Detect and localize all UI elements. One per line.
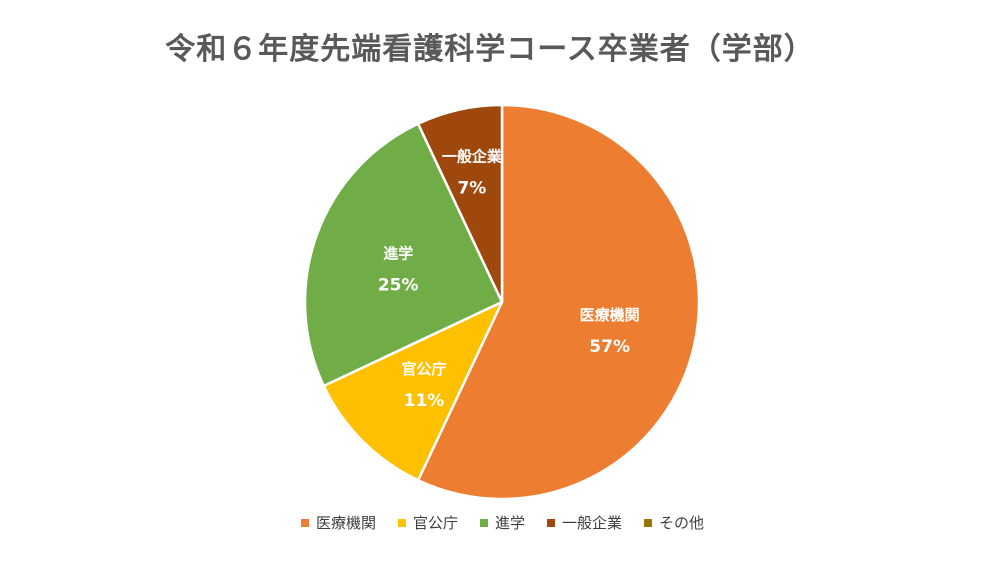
- legend-item-sonota: その他: [644, 512, 704, 533]
- chart-title: 令和６年度先端看護科学コース卒業者（学部）: [165, 32, 815, 67]
- legend-item-iryo: 医療機関: [300, 512, 376, 533]
- legend-swatch-shingaku: [479, 518, 488, 527]
- legend-swatch-kankocho: [397, 518, 406, 527]
- legend-item-shingaku: 進学: [479, 512, 525, 533]
- legend-label-sonota: その他: [659, 514, 705, 532]
- slice-percent-label-shingaku: 25%: [378, 276, 419, 296]
- slice-percent-label-iryo: 57%: [589, 337, 630, 357]
- legend-item-kankocho: 官公庁: [397, 512, 458, 533]
- slice-percent-label-kankocho: 11%: [404, 391, 445, 411]
- pie-slice-shingaku: [303, 122, 504, 388]
- legend-label-ippan-kigyo: 一般企業: [562, 514, 623, 532]
- slice-category-label-iryo: 医療機関: [580, 306, 640, 324]
- legend-swatch-ippan-kigyo: [547, 518, 555, 527]
- slice-percent-label-ippan-kigyo: 7%: [457, 178, 486, 198]
- pie-slice-kankocho: [322, 300, 504, 482]
- slice-category-label-shingaku: 進学: [383, 245, 413, 263]
- slice-category-label-kankocho: 官公庁: [401, 360, 446, 378]
- pie-slice-ippan-kigyo: [416, 103, 504, 304]
- legend-label-shingaku: 進学: [494, 514, 525, 532]
- legend-item-ippan-kigyo: 一般企業: [547, 512, 622, 533]
- pie-slice-iryo: [416, 103, 701, 501]
- legend: 医療機関 官公庁 進学 一般企業 その他: [0, 512, 1005, 533]
- legend-swatch-iryo: [300, 518, 309, 527]
- slice-category-label-ippan-kigyo: 一般企業: [442, 147, 503, 165]
- legend-label-kankocho: 官公庁: [412, 514, 458, 532]
- legend-label-iryo: 医療機関: [315, 514, 376, 532]
- legend-swatch-sonota: [644, 518, 653, 527]
